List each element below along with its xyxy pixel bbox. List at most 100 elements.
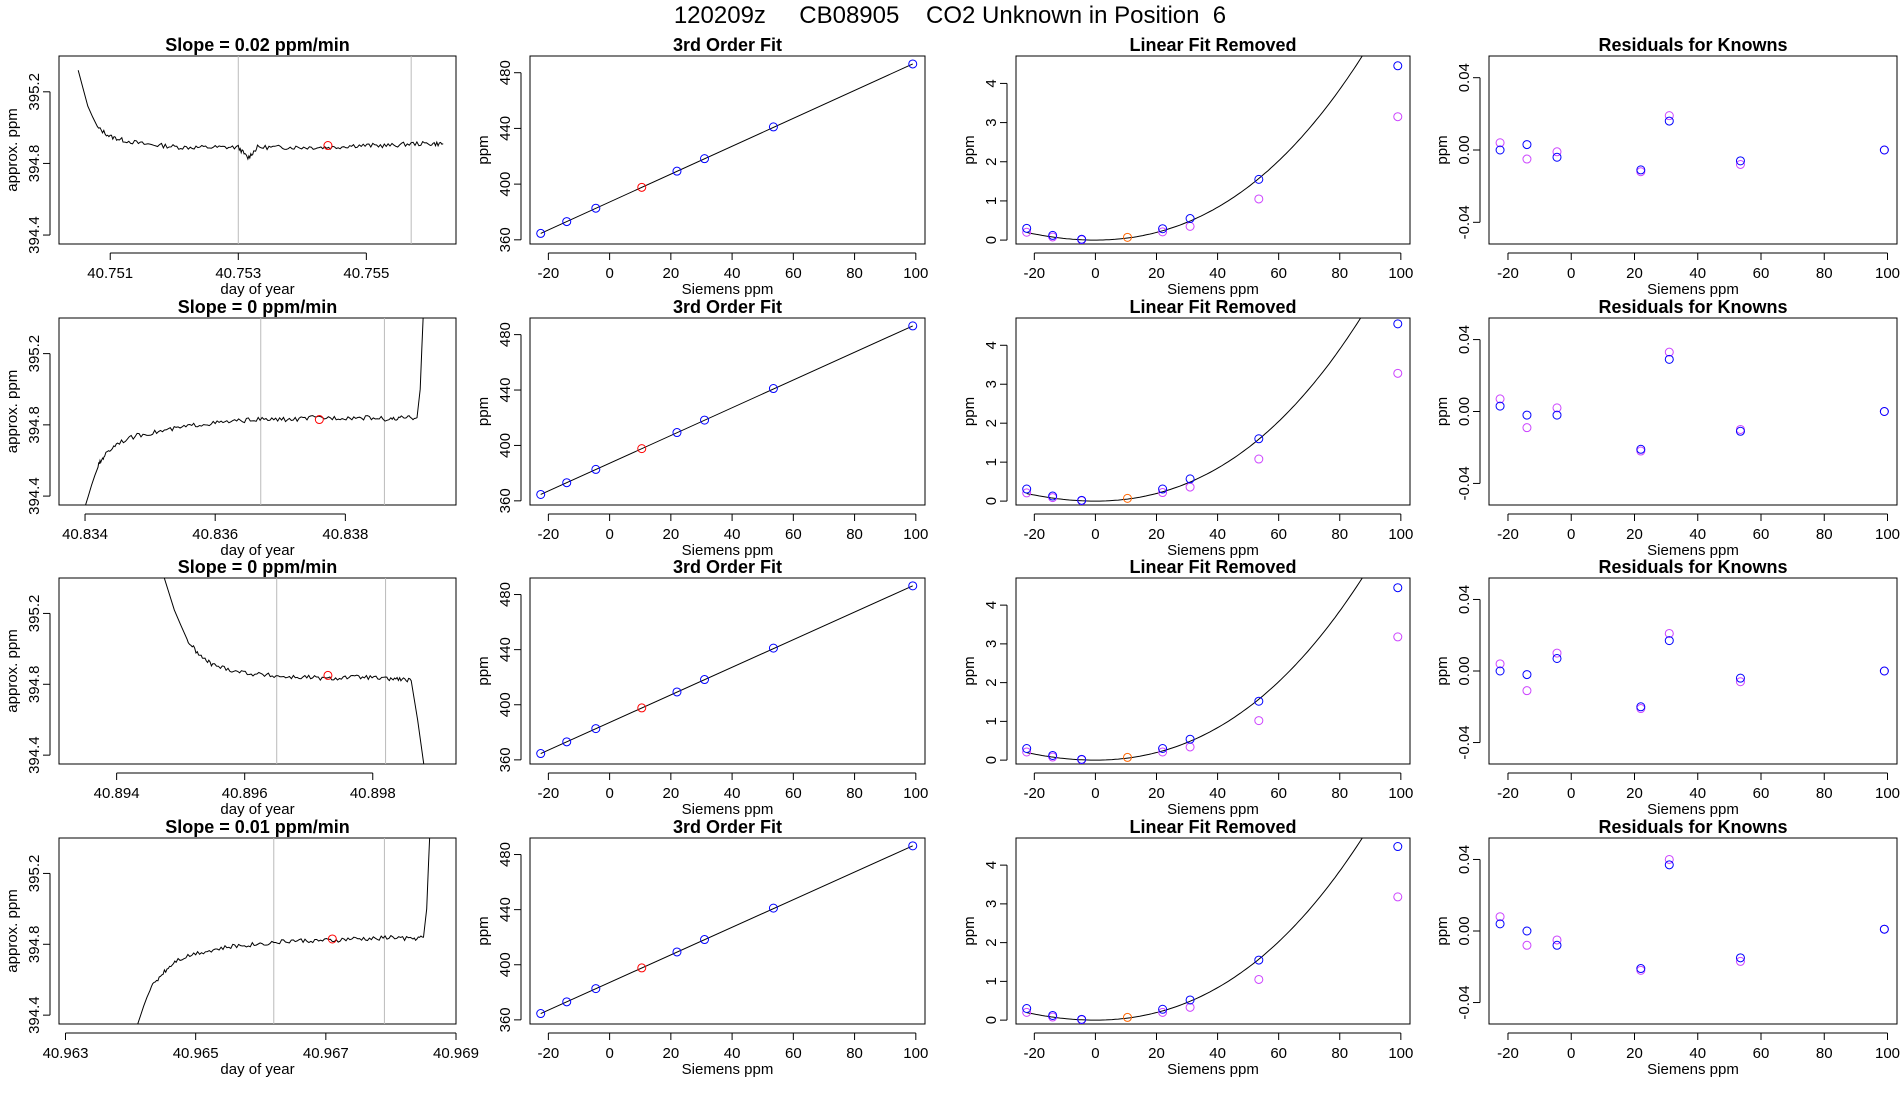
known-point [700,415,710,425]
alt-point [1254,974,1264,984]
alt-point [1158,747,1168,757]
y-tick-label: 400 [497,692,514,717]
alt-point [1393,632,1403,642]
x-tick-label: 100 [1388,265,1413,282]
y-tick-label: 4 [983,341,1000,349]
x-tick-label: -20 [1497,265,1519,282]
known-point [1552,940,1562,950]
y-tick-label: 0.00 [1456,135,1473,164]
chart-panel-time_series-2: Slope = 0 ppm/min 40.834 40.836 40.838 day o… [4,297,457,559]
alt-point [1022,1007,1032,1017]
y-tick-label: 395.2 [26,73,43,111]
plot-area [1022,56,1403,244]
plot-frame [58,55,457,245]
alt-point [1393,892,1403,902]
known-point [1879,666,1889,676]
known-point [1879,407,1889,416]
x-tick-label: 20 [1148,526,1165,543]
x-axis-label: Siemens ppm [1167,281,1259,298]
alt-point [1735,424,1745,434]
x-tick-label: 100 [903,785,928,802]
x-tick-label: 40.836 [192,526,238,543]
x-tick-label: -20 [1023,526,1045,543]
x-tick-label: 40.751 [87,265,133,282]
x-axis-label: Siemens ppm [1647,801,1739,818]
known-point [562,997,572,1007]
y-tick-label: 0.04 [1456,325,1473,354]
known-point [562,217,572,227]
x-tick-label: 20 [663,265,680,282]
y-tick-label: -0.04 [1456,725,1473,759]
x-tick-label: 40.963 [43,1045,89,1062]
x-tick-label: -20 [538,265,560,282]
x-tick-label: 40.898 [350,785,396,802]
x-tick-label: 40 [1209,785,1226,802]
alt-point [1185,482,1195,492]
known-point [536,749,546,759]
x-tick-label: 80 [846,526,863,543]
x-tick-label: 40 [1689,1045,1706,1062]
y-axis-label: ppm [961,656,978,685]
y-tick-label: 0.04 [1456,585,1473,614]
x-tick-label: 80 [1816,265,1833,282]
panel-title: 3rd Order Fit [673,557,782,577]
x-tick-label: 60 [1270,1045,1287,1062]
chart-panel-time_series-4: Slope = 0.01 ppm/min 40.963 40.965 40.967 40… [4,817,479,1078]
known-point [908,321,918,331]
plot-area [85,318,424,505]
known-point [1735,156,1745,166]
concentration-trace [85,318,424,505]
x-axis-label: Siemens ppm [1167,542,1259,559]
fit-curve [540,63,913,234]
x-tick-label: 40 [724,265,741,282]
x-tick-label: 100 [1875,785,1900,802]
alt-point [1522,423,1532,433]
alt-point [1495,912,1505,922]
x-tick-label: 100 [903,265,928,282]
unknown-marker [327,934,337,944]
known-point [1552,152,1562,162]
y-tick-label: 1 [983,458,1000,466]
y-tick-label: 440 [497,637,514,662]
x-tick-label: 20 [1626,265,1643,282]
known-point [700,675,710,685]
y-tick-label: 395.2 [26,335,43,373]
plot-area [1495,111,1889,177]
fit-curve [540,325,913,495]
y-tick-label: 480 [497,842,514,867]
known-point [908,59,918,69]
plot-frame [1488,317,1898,506]
alt-point [1158,227,1168,237]
alt-point [1636,704,1646,714]
y-axis-label: ppm [475,916,492,945]
known-point [591,464,601,474]
x-tick-label: 20 [1148,785,1165,802]
y-axis-label: ppm [1434,916,1451,945]
plot-frame [529,55,926,245]
residual-curve [1026,578,1363,761]
plot-frame [58,317,457,506]
x-axis-label: day of year [220,1061,294,1078]
x-tick-label: 80 [1331,265,1348,282]
x-axis-label: day of year [220,281,294,298]
plot-frame [529,577,926,765]
known-point [1158,484,1168,494]
known-point [1022,484,1032,494]
alt-point [1158,1007,1168,1017]
x-tick-label: 100 [903,526,928,543]
x-tick-label: 0 [1567,1045,1575,1062]
x-axis-label: Siemens ppm [1167,1061,1259,1078]
x-tick-label: 60 [1753,785,1770,802]
x-tick-label: 20 [1626,785,1643,802]
x-tick-label: 60 [785,526,802,543]
known-point [1393,842,1403,852]
unknown-point [637,963,647,973]
plot-area [1495,854,1889,975]
y-tick-label: -0.04 [1456,985,1473,1019]
x-tick-label: 40 [1689,785,1706,802]
x-tick-label: 60 [785,1045,802,1062]
x-tick-label: 80 [846,785,863,802]
y-tick-label: 360 [497,1007,514,1032]
alt-point [1185,1002,1195,1012]
